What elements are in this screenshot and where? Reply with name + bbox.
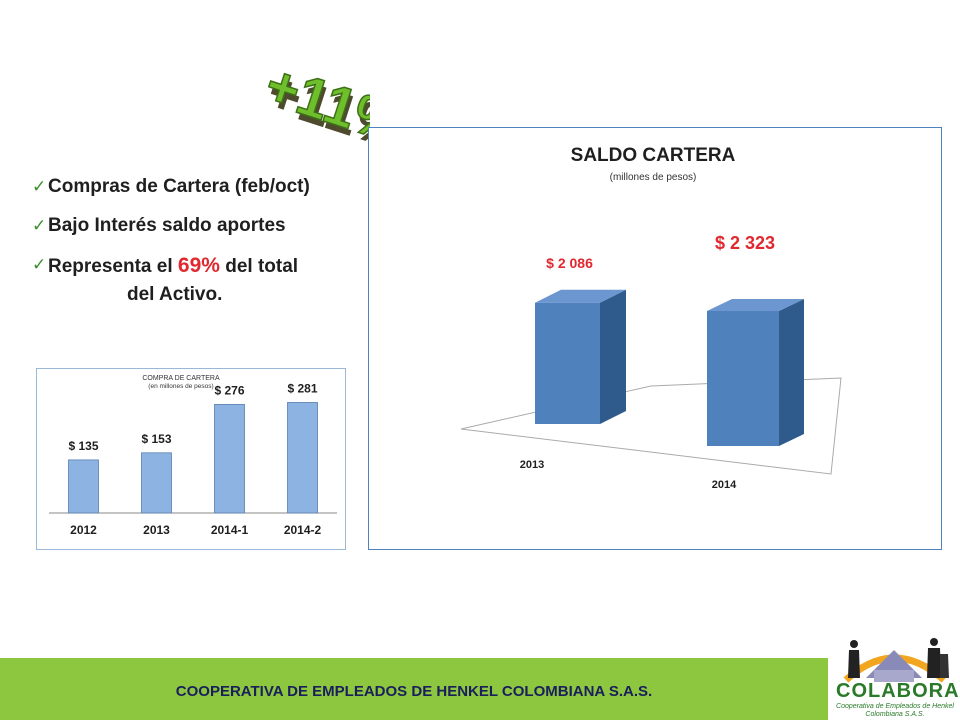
- tick-label: 2012: [70, 523, 97, 537]
- logo-person-body: [848, 650, 860, 678]
- chart-subtitle: (en millones de pesos): [148, 383, 213, 390]
- bullet-highlight: 69%: [177, 254, 220, 277]
- bar: [141, 452, 172, 514]
- data-label: $ 2 323: [715, 233, 775, 253]
- tick-label: 2013: [520, 459, 544, 471]
- compra-cartera-chart: COMPRA DE CARTERA (en millones de pesos)…: [36, 368, 346, 550]
- tick-label: 2014: [712, 479, 737, 491]
- data-label: $ 2 086: [546, 255, 593, 271]
- tick-label: 2014-2: [284, 523, 322, 537]
- check-icon: ✓: [32, 216, 47, 235]
- bullet-text: Compras de Cartera (feb/oct): [48, 176, 310, 197]
- bar-front: [707, 310, 779, 446]
- saldo-cartera-chart: SALDO CARTERA (millones de pesos) $ 2 08…: [368, 127, 942, 550]
- bullet-continuation: del Activo.: [127, 284, 223, 305]
- footer-text: COOPERATIVA DE EMPLEADOS DE HENKEL COLOM…: [175, 683, 653, 700]
- bar: [68, 459, 99, 514]
- bullet-text: Representa el: [48, 256, 178, 277]
- bar-front: [535, 302, 600, 424]
- bar-side: [600, 289, 626, 424]
- tick-label: 2014-1: [211, 523, 249, 537]
- bar-top: [535, 289, 626, 303]
- check-icon: ✓: [32, 177, 47, 196]
- bar-top: [707, 298, 804, 311]
- chart-title: SALDO CARTERA: [571, 145, 736, 166]
- logo-person-head: [850, 640, 858, 648]
- bullet-list: ✓ Compras de Cartera (feb/oct) ✓ Bajo In…: [32, 176, 362, 306]
- logo-wordmark: COLABORAR: [836, 680, 960, 702]
- chart-title: COMPRA DE CARTERA: [142, 375, 220, 382]
- compra-cartera-svg: COMPRA DE CARTERA (en millones de pesos)…: [49, 375, 337, 537]
- logo-tagline: Cooperativa de Empleados de Henkel Colom…: [836, 703, 954, 718]
- bullet-item: ✓ Compras de Cartera (feb/oct): [32, 176, 362, 198]
- logo-person-body: [940, 654, 949, 678]
- colaborar-logo: [843, 638, 949, 683]
- data-label: $ 276: [214, 383, 244, 397]
- chart-subtitle: (millones de pesos): [610, 172, 697, 183]
- bar-side: [779, 298, 804, 446]
- saldo-cartera-svg: SALDO CARTERA (millones de pesos) $ 2 08…: [460, 145, 842, 491]
- check-icon: ✓: [32, 255, 47, 274]
- bullet-item: ✓ Bajo Interés saldo aportes: [32, 215, 362, 237]
- data-label: $ 281: [287, 381, 317, 395]
- logo-house-body: [874, 670, 914, 682]
- bullet-text: Bajo Interés saldo aportes: [48, 215, 286, 236]
- footer-bar: [0, 658, 828, 720]
- data-label: $ 135: [68, 439, 98, 453]
- logo-person-body: [927, 648, 941, 678]
- bar: [287, 402, 318, 514]
- logo-person-head: [930, 638, 938, 646]
- bullet-item: ✓ Representa el 69% del total: [32, 254, 362, 278]
- growth-headline: +11% +11%: [257, 52, 370, 145]
- data-label: $ 153: [141, 432, 171, 446]
- bar: [214, 404, 245, 514]
- bullet-text: del total: [219, 256, 299, 277]
- tick-label: 2013: [143, 523, 170, 537]
